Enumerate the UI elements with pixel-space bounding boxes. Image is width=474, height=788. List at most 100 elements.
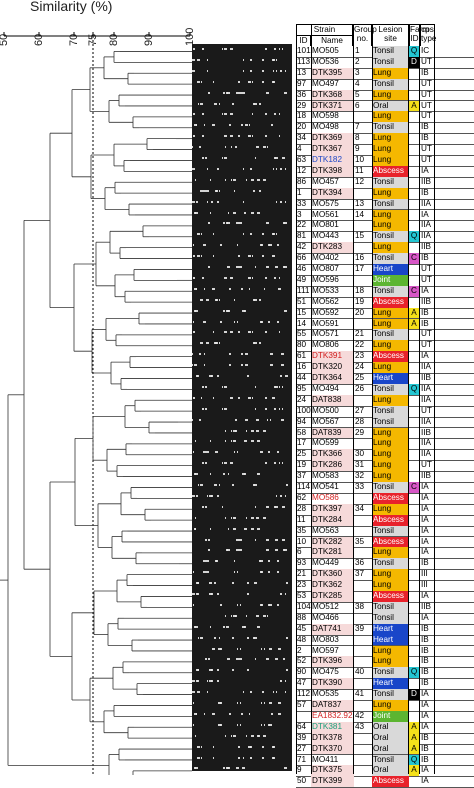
- strain-id: 55: [297, 329, 307, 339]
- gel-band: [239, 222, 242, 225]
- gel-band: [222, 157, 223, 159]
- cps-type: IIB: [421, 601, 432, 611]
- strain-id: 111: [297, 285, 310, 295]
- gel-band: [283, 538, 285, 541]
- gel-band: [282, 157, 283, 159]
- gel-band: [220, 723, 222, 726]
- farm-id: A: [409, 100, 419, 112]
- gel-band: [262, 745, 264, 748]
- strain-name: DTK366: [311, 449, 354, 461]
- group-number: 23: [355, 351, 365, 361]
- table-grid-line: [434, 24, 435, 774]
- gel-band: [274, 113, 276, 116]
- gel-band: [238, 396, 240, 399]
- strain-name: DTK368: [311, 89, 354, 101]
- gel-band: [224, 157, 227, 159]
- gel-band: [246, 527, 247, 530]
- farm-id: A: [409, 318, 419, 330]
- gel-band: [285, 167, 286, 170]
- gel-band: [199, 353, 201, 356]
- lesion-site: Heart: [372, 373, 409, 384]
- gel-lane: [192, 494, 292, 499]
- lesion-site: Heart: [372, 623, 409, 635]
- gel-band: [222, 385, 223, 388]
- gel-band: [256, 146, 258, 149]
- lesion-site: Abscess: [372, 536, 409, 548]
- gel-band: [235, 418, 237, 421]
- gel-band: [270, 353, 271, 356]
- group-number: 32: [355, 471, 365, 481]
- gel-band: [254, 582, 257, 585]
- header-cps: cps type: [420, 24, 436, 46]
- gel-band: [279, 462, 280, 465]
- lesion-site: Lung: [372, 438, 409, 450]
- gel-band: [275, 266, 278, 268]
- gel-band: [224, 385, 227, 388]
- gel-band: [220, 647, 222, 650]
- strain-id: 66: [297, 253, 307, 263]
- gel-band: [232, 669, 234, 672]
- gel-band: [258, 429, 259, 432]
- gel-band: [199, 146, 201, 149]
- gel-band: [275, 538, 278, 541]
- group-number: 36: [355, 558, 365, 568]
- gel-band: [266, 222, 269, 225]
- group-number: [354, 547, 372, 558]
- gel-band: [284, 549, 287, 552]
- gel-band: [204, 712, 205, 715]
- gel-band: [268, 560, 270, 563]
- strain-id: 18: [297, 111, 307, 121]
- gel-band: [202, 462, 204, 465]
- group-number: 33: [355, 482, 365, 491]
- gel-band: [200, 102, 203, 105]
- gel-band: [261, 244, 262, 247]
- gel-band: [266, 549, 269, 552]
- gel-band: [248, 135, 251, 138]
- cps-type: IB: [421, 67, 429, 77]
- cps-type: IA: [421, 492, 429, 502]
- farm-id: [409, 776, 419, 787]
- gel-band: [196, 494, 198, 497]
- lesion-site: Joint: [372, 710, 409, 722]
- group-number: [354, 111, 372, 122]
- gel-band: [284, 91, 287, 94]
- gel-band: [201, 233, 202, 236]
- gel-band: [205, 407, 207, 410]
- strain-id: 10: [297, 536, 307, 546]
- group-number: 25: [355, 373, 365, 382]
- gel-band: [281, 364, 284, 367]
- gel-band: [252, 396, 253, 399]
- gel-band: [194, 124, 197, 127]
- gel-band: [283, 549, 285, 552]
- cps-type: IA: [421, 503, 429, 513]
- gel-band: [195, 767, 198, 770]
- strain-name: MO466: [312, 612, 339, 622]
- gel-band: [229, 712, 231, 715]
- lesion-site: Heart: [372, 634, 409, 646]
- strain-name: MO567: [312, 416, 339, 426]
- gel-band: [192, 680, 195, 683]
- gel-band: [228, 473, 229, 476]
- cps-type: IB: [421, 754, 429, 764]
- group-number: [354, 580, 372, 591]
- gel-band: [201, 255, 202, 258]
- gel-band: [209, 494, 212, 497]
- gel-band: [238, 331, 240, 334]
- gel-band: [273, 80, 274, 83]
- gel-band: [207, 691, 208, 694]
- strain-name: MO541: [312, 482, 339, 491]
- gel-lane: [192, 254, 292, 259]
- gel-band: [271, 124, 273, 127]
- cps-type: IB: [421, 307, 429, 317]
- gel-band: [242, 625, 245, 628]
- gel-band: [259, 342, 261, 345]
- gel-band: [215, 342, 218, 345]
- gel-band: [249, 124, 250, 127]
- gel-band: [282, 407, 283, 410]
- group-number: [354, 275, 372, 286]
- cps-type: IIA: [421, 362, 432, 372]
- strain-id: 61: [297, 351, 307, 361]
- gel-band: [243, 167, 244, 170]
- farm-id: [409, 700, 419, 711]
- gel-band: [285, 200, 286, 203]
